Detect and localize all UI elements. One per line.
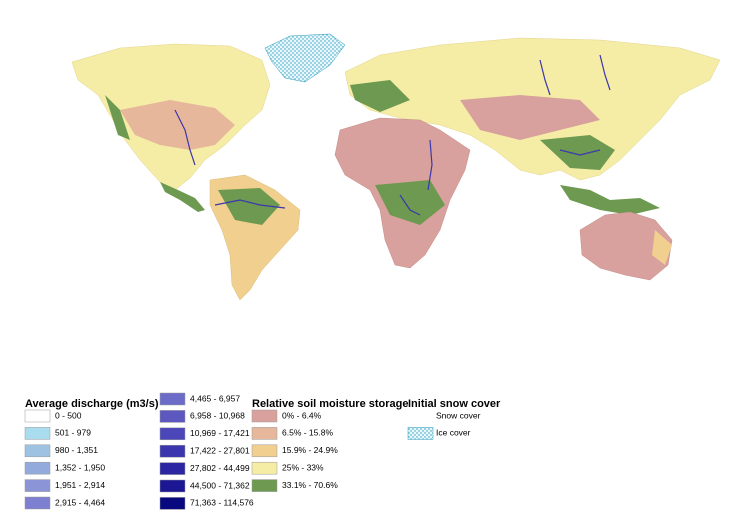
- legend-swatch: [159, 427, 186, 441]
- legend-swatch: [24, 427, 51, 440]
- legend-label: Snow cover: [436, 410, 481, 420]
- legend-swatch: [24, 444, 51, 458]
- legend-label: 501 - 979: [55, 428, 91, 438]
- legend-swatch: [408, 410, 433, 422]
- legend-swatch: [24, 461, 51, 475]
- east-australia: [652, 230, 672, 265]
- legend-label: 25% - 33%: [282, 462, 324, 472]
- central-america: [160, 182, 205, 212]
- europe: [350, 80, 410, 112]
- legend-label: 4,465 - 6,957: [190, 393, 240, 403]
- legend-swatch: [251, 444, 278, 458]
- legend-swatch: [159, 392, 186, 406]
- legend-swatch: [159, 462, 186, 475]
- rivers: [174, 54, 611, 216]
- legend-label: 6.5% - 15.8%: [282, 428, 333, 438]
- greenland: [264, 33, 346, 83]
- legend-label: 0 - 500: [55, 410, 82, 420]
- world-map: [71, 33, 721, 301]
- legend-label: 17,422 - 27,801: [190, 445, 250, 455]
- north-america-interior: [120, 100, 235, 150]
- legend-swatch: [159, 497, 186, 510]
- legend-label: 71,363 - 114,576: [190, 498, 254, 508]
- legend-label: 44,500 - 71,362: [190, 480, 250, 490]
- legend-label: 980 - 1,351: [55, 445, 98, 455]
- legend-swatch: [159, 479, 186, 493]
- legend-swatch: [251, 427, 278, 440]
- legend-swatch: [24, 409, 51, 423]
- legend-swatch: [251, 461, 278, 475]
- southeast-asia: [540, 135, 615, 170]
- legend-label: 27,802 - 44,499: [190, 463, 250, 473]
- legends: Average discharge (m3/s) Relative soil mo…: [24, 392, 501, 510]
- legend-label: 0% - 6.4%: [282, 410, 322, 420]
- legend-swatch: [24, 479, 51, 492]
- legend-swatch: [159, 410, 186, 423]
- legend-swatch: [251, 409, 278, 423]
- amazon: [218, 188, 280, 225]
- central-africa: [375, 180, 445, 225]
- legend-swatch: [24, 496, 51, 510]
- legend-title: Initial snow cover: [408, 398, 501, 410]
- legend-label: 10,969 - 17,421: [190, 428, 250, 438]
- central-asia: [460, 95, 600, 140]
- legend-label: 33.1% - 70.6%: [282, 480, 338, 490]
- legend-swatch: [407, 427, 434, 440]
- legend-label: 1,352 - 1,950: [55, 462, 105, 472]
- legend-label: 1,951 - 2,914: [55, 480, 105, 490]
- legend-label: Ice cover: [436, 428, 471, 438]
- pacific-coast: [105, 95, 130, 140]
- legend-swatch: [159, 444, 186, 458]
- legend-title: Relative soil moisture storage: [252, 398, 409, 410]
- legend-label: 2,915 - 4,464: [55, 497, 105, 507]
- legend-label: 15.9% - 24.9%: [282, 445, 338, 455]
- legend-label: 6,958 - 10,968: [190, 411, 245, 421]
- indonesia: [560, 185, 660, 215]
- legend-swatch: [251, 479, 278, 492]
- australia: [579, 211, 673, 281]
- legend-title: Average discharge (m3/s): [25, 398, 159, 410]
